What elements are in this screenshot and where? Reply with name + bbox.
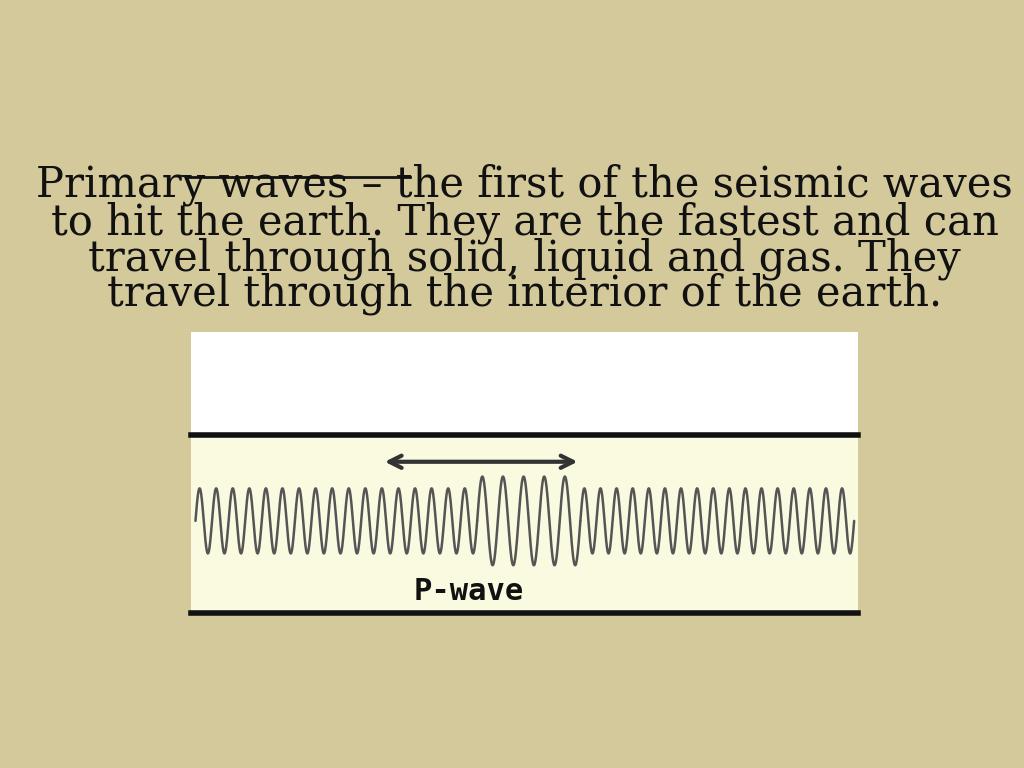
Text: travel through the interior of the earth.: travel through the interior of the earth… <box>108 273 942 315</box>
Bar <box>191 332 858 435</box>
Text: Primary waves – the first of the seismic waves: Primary waves – the first of the seismic… <box>37 163 1013 206</box>
Text: to hit the earth. They are the fastest and can: to hit the earth. They are the fastest a… <box>51 201 998 244</box>
Bar <box>191 435 858 613</box>
Text: P-wave: P-wave <box>414 578 524 607</box>
Text: travel through solid, liquid and gas. They: travel through solid, liquid and gas. Th… <box>88 237 962 280</box>
